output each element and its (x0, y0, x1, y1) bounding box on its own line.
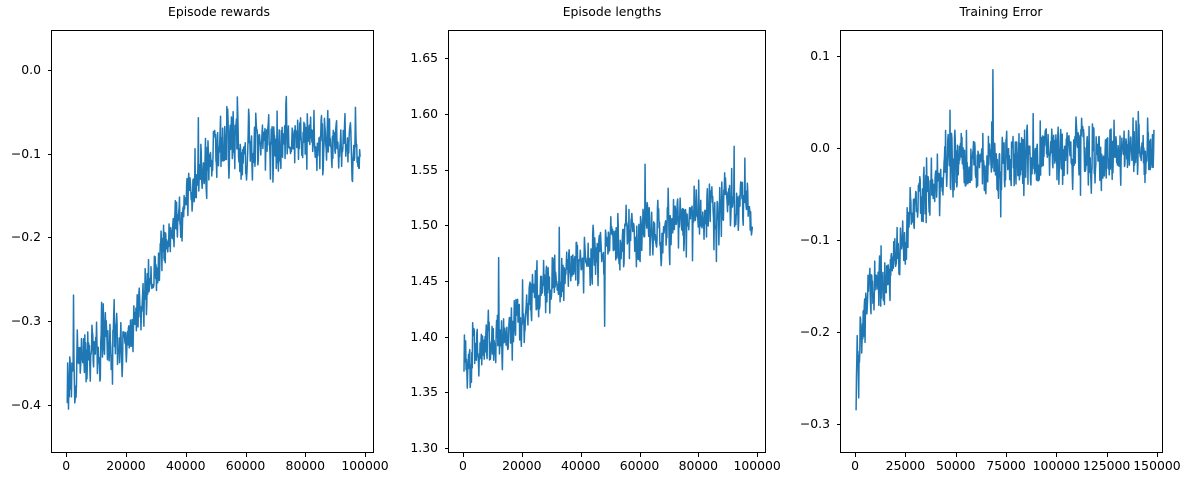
ytick-label: −0.3 (799, 415, 830, 431)
axes-frame-training-error (840, 30, 1163, 453)
ytick-label: −0.2 (10, 229, 41, 245)
ytick-label: 1.65 (410, 50, 438, 66)
ytick-label: 0.0 (810, 139, 830, 155)
xtick-mark (580, 453, 582, 457)
ytick-label: −0.1 (799, 231, 830, 247)
xtick-label: 100000 (1032, 458, 1080, 473)
ytick-mark (444, 58, 448, 60)
xtick-mark (1156, 453, 1158, 457)
xtick-mark (698, 453, 700, 457)
series-line-2 (855, 68, 1155, 411)
xtick-label: 80000 (285, 458, 325, 473)
ytick-label: 1.50 (410, 217, 438, 233)
xtick-mark (463, 453, 465, 457)
xtick-label: 125000 (1082, 458, 1131, 473)
ytick-mark (444, 114, 448, 116)
xtick-mark (365, 453, 367, 457)
xtick-label: 0 (459, 458, 467, 473)
ytick-mark (47, 70, 51, 72)
xtick-label: 0 (62, 458, 71, 473)
xtick-label: 60000 (619, 458, 660, 473)
ytick-label: 1.45 (410, 273, 438, 289)
subplot-title-training-error: Training Error (959, 4, 1043, 19)
xtick-label: 0 (851, 458, 860, 473)
ytick-label: 1.60 (410, 106, 438, 122)
ytick-mark (444, 447, 448, 450)
xtick-label: 80000 (678, 458, 719, 473)
ytick-label: 1.55 (410, 161, 438, 177)
ytick-label: 1.35 (410, 384, 438, 400)
ytick-label: −0.2 (799, 323, 830, 339)
axes-frame-episode-rewards (51, 30, 374, 453)
axes-frame-episode-lengths (448, 30, 766, 453)
ytick-label: 0.1 (810, 47, 830, 63)
ytick-mark (444, 169, 448, 171)
xtick-label: 150000 (1133, 458, 1181, 473)
ytick-mark (47, 237, 51, 239)
ytick-mark (444, 281, 448, 283)
ytick-label: −0.4 (10, 396, 41, 412)
xtick-mark (125, 453, 128, 457)
xtick-label: 40000 (560, 458, 601, 473)
xtick-mark (1006, 453, 1008, 457)
xtick-mark (757, 453, 759, 457)
subplot-title-episode-lengths: Episode lengths (562, 4, 662, 19)
ytick-mark (47, 320, 51, 322)
xtick-mark (245, 453, 247, 457)
xtick-mark (955, 453, 957, 457)
xtick-label: 75000 (986, 458, 1026, 473)
series-line-1 (463, 145, 754, 389)
ytick-mark (444, 225, 448, 227)
xtick-mark (185, 453, 187, 457)
ytick-label: 1.30 (410, 439, 438, 455)
ytick-mark (444, 392, 448, 394)
ytick-mark (836, 331, 840, 333)
xtick-mark (855, 453, 857, 457)
xtick-label: 20000 (106, 458, 146, 473)
ytick-mark (47, 404, 51, 406)
xtick-mark (639, 453, 641, 457)
xtick-label: 60000 (225, 458, 266, 473)
ytick-label: −0.3 (10, 312, 41, 328)
xtick-label: 25000 (885, 458, 926, 473)
xtick-label: 20000 (502, 458, 542, 473)
xtick-label: 100000 (733, 458, 781, 473)
xtick-mark (66, 453, 68, 457)
ytick-label: 0.0 (21, 62, 41, 78)
xtick-label: 100000 (341, 458, 389, 473)
xtick-mark (1106, 453, 1108, 457)
xtick-mark (521, 453, 523, 457)
xtick-mark (905, 453, 907, 457)
ytick-mark (444, 336, 448, 338)
ytick-mark (836, 423, 840, 425)
ytick-mark (836, 55, 840, 57)
ytick-mark (836, 147, 840, 149)
xtick-label: 50000 (935, 458, 976, 473)
xtick-mark (1056, 453, 1058, 457)
subplot-title-episode-rewards: Episode rewards (168, 4, 270, 19)
ytick-mark (836, 239, 840, 241)
ytick-mark (47, 153, 51, 155)
series-line-0 (66, 95, 361, 410)
xtick-mark (305, 453, 307, 457)
ytick-label: 1.40 (410, 328, 438, 344)
ytick-label: −0.1 (10, 145, 41, 161)
xtick-label: 40000 (166, 458, 206, 473)
